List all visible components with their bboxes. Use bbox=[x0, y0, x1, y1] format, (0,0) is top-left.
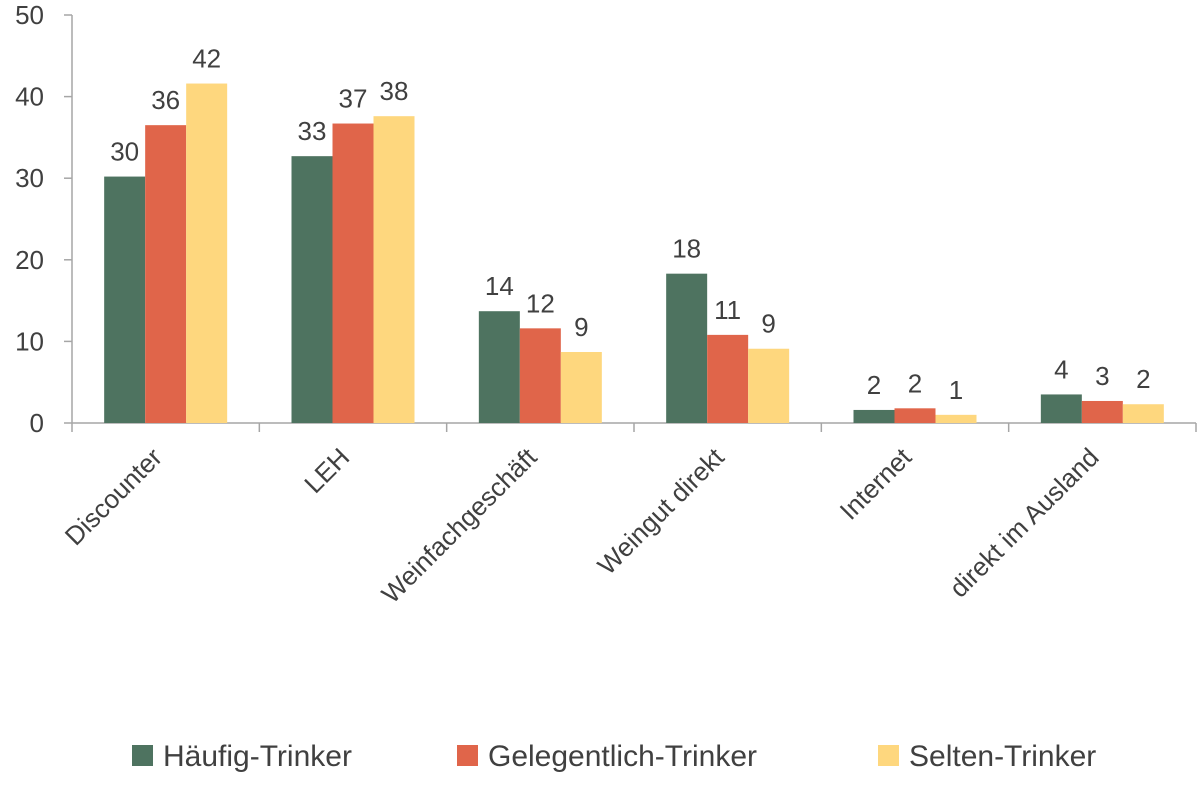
bar bbox=[373, 116, 415, 424]
data-label: 12 bbox=[526, 288, 555, 318]
legend-swatch bbox=[457, 745, 478, 766]
data-label: 30 bbox=[110, 137, 139, 167]
x-axis bbox=[71, 422, 1197, 432]
bar bbox=[894, 408, 936, 423]
bars-group bbox=[104, 83, 1164, 424]
y-axis: 0 10 20 30 40 50 bbox=[15, 0, 73, 438]
category-label: LEH bbox=[298, 442, 355, 499]
y-tick-label: 10 bbox=[15, 326, 44, 356]
bar bbox=[519, 328, 561, 423]
bar bbox=[1122, 404, 1164, 423]
data-label: 2 bbox=[908, 368, 922, 398]
bar bbox=[1081, 400, 1123, 423]
legend-label: Gelegentlich-Trinker bbox=[488, 740, 757, 773]
data-label: 9 bbox=[761, 309, 775, 339]
legend: Häufig-Trinker Gelegentlich-Trinker Selten… bbox=[132, 740, 1096, 773]
data-label: 33 bbox=[298, 116, 327, 146]
data-label: 36 bbox=[151, 85, 180, 115]
bar bbox=[291, 156, 333, 423]
legend-label: Häufig-Trinker bbox=[163, 740, 352, 773]
data-label: 2 bbox=[1136, 364, 1150, 394]
y-tick-label: 30 bbox=[15, 163, 44, 193]
bar bbox=[478, 311, 520, 423]
legend-swatch bbox=[132, 745, 153, 766]
category-label: Internet bbox=[834, 441, 918, 525]
data-label: 42 bbox=[192, 44, 221, 74]
bar bbox=[332, 123, 374, 423]
bar bbox=[145, 125, 187, 423]
y-tick-label: 50 bbox=[15, 0, 44, 30]
y-tick-label: 40 bbox=[15, 82, 44, 112]
legend-swatch bbox=[878, 745, 899, 766]
y-tick-label: 20 bbox=[15, 245, 44, 275]
bar bbox=[748, 348, 790, 423]
data-label: 9 bbox=[574, 312, 588, 342]
category-label: Discounter bbox=[59, 442, 168, 551]
data-label: 38 bbox=[380, 76, 409, 106]
legend-label: Selten-Trinker bbox=[909, 740, 1096, 773]
category-label: Weingut direkt bbox=[592, 441, 731, 580]
data-label: 14 bbox=[485, 271, 514, 301]
bar bbox=[1040, 394, 1082, 423]
y-tick-label: 0 bbox=[30, 408, 44, 438]
category-label: direkt im Ausland bbox=[943, 442, 1104, 603]
data-label: 11 bbox=[714, 295, 741, 325]
data-label: 18 bbox=[672, 234, 701, 264]
bar bbox=[666, 273, 708, 423]
bar bbox=[560, 352, 602, 423]
category-labels-group: Discounter LEH Weinfachgeschäft Weingut dir… bbox=[59, 441, 1105, 609]
data-label: 1 bbox=[949, 375, 963, 405]
data-label: 4 bbox=[1054, 354, 1068, 384]
bar bbox=[853, 409, 895, 423]
category-label: Weinfachgeschäft bbox=[376, 441, 544, 609]
bar bbox=[104, 176, 146, 423]
bar bbox=[186, 83, 228, 423]
data-label: 3 bbox=[1095, 361, 1109, 391]
data-label: 2 bbox=[867, 370, 881, 400]
data-label: 37 bbox=[339, 84, 368, 114]
bar bbox=[707, 334, 749, 423]
bar bbox=[935, 414, 977, 423]
